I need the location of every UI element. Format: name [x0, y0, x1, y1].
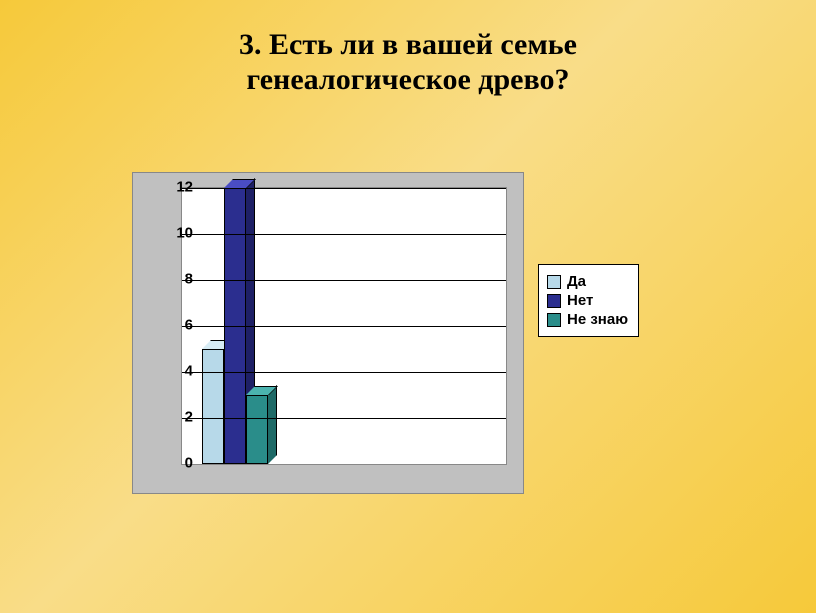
grid-line — [182, 326, 506, 327]
slide-title: 3. Есть ли в вашей семье генеалогическое… — [0, 0, 816, 97]
legend-swatch — [547, 294, 561, 308]
bar-Да — [202, 349, 224, 464]
grid-line — [182, 372, 506, 373]
chart-legend: Да Нет Не знаю — [538, 264, 639, 337]
grid-line — [182, 188, 506, 189]
y-tick-label: 8 — [153, 271, 193, 288]
legend-label: Нет — [567, 292, 593, 309]
legend-item: Нет — [547, 292, 628, 309]
chart-plot-area — [181, 187, 507, 465]
chart-panel: 0 2 4 6 8 10 12 — [132, 172, 524, 494]
legend-label: Не знаю — [567, 311, 628, 328]
bar-front — [246, 395, 268, 464]
y-tick-label: 12 — [153, 179, 193, 196]
bar-side — [268, 385, 277, 464]
y-tick-label: 4 — [153, 363, 193, 380]
bar-Не знаю — [246, 395, 268, 464]
grid-line — [182, 280, 506, 281]
title-line-1: 3. Есть ли в вашей семье — [239, 28, 577, 61]
title-line-2: генеалогическое древо? — [247, 63, 570, 96]
chart-container: 0 2 4 6 8 10 12 Да Нет Не знаю — [132, 172, 692, 492]
grid-line — [182, 234, 506, 235]
grid-line — [182, 418, 506, 419]
y-tick-label: 10 — [153, 225, 193, 242]
y-tick-label: 0 — [153, 455, 193, 472]
y-tick-label: 6 — [153, 317, 193, 334]
legend-item: Да — [547, 273, 628, 290]
bar-front — [202, 349, 224, 464]
legend-swatch — [547, 275, 561, 289]
y-tick-label: 2 — [153, 409, 193, 426]
legend-label: Да — [567, 273, 586, 290]
legend-swatch — [547, 313, 561, 327]
legend-item: Не знаю — [547, 311, 628, 328]
